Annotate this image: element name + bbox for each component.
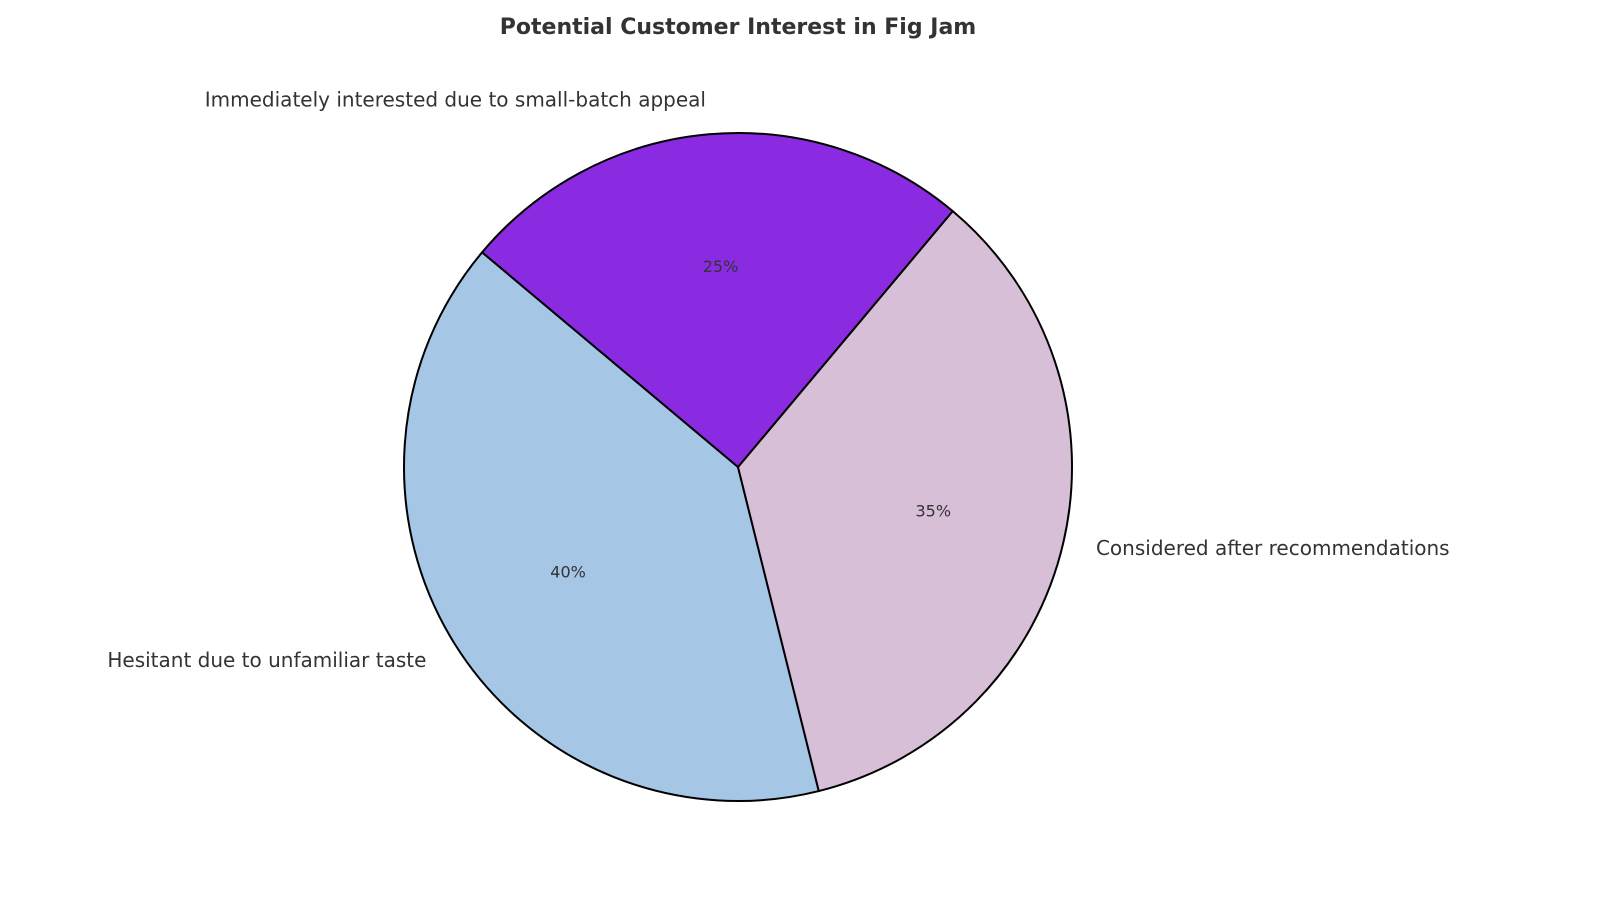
chart-title: Potential Customer Interest in Fig Jam	[500, 15, 976, 40]
slice-label: Immediately interested due to small-batc…	[205, 87, 706, 111]
pie-slice	[481, 132, 954, 468]
slice-label: Hesitant due to unfamiliar taste	[107, 648, 426, 672]
percent-label: 40%	[550, 563, 586, 582]
percent-label: 25%	[703, 257, 739, 276]
percent-label: 35%	[915, 502, 951, 521]
slice-label: Considered after recommendations	[1096, 536, 1450, 560]
pie-slice	[737, 210, 1073, 793]
pie-slice	[403, 251, 820, 802]
